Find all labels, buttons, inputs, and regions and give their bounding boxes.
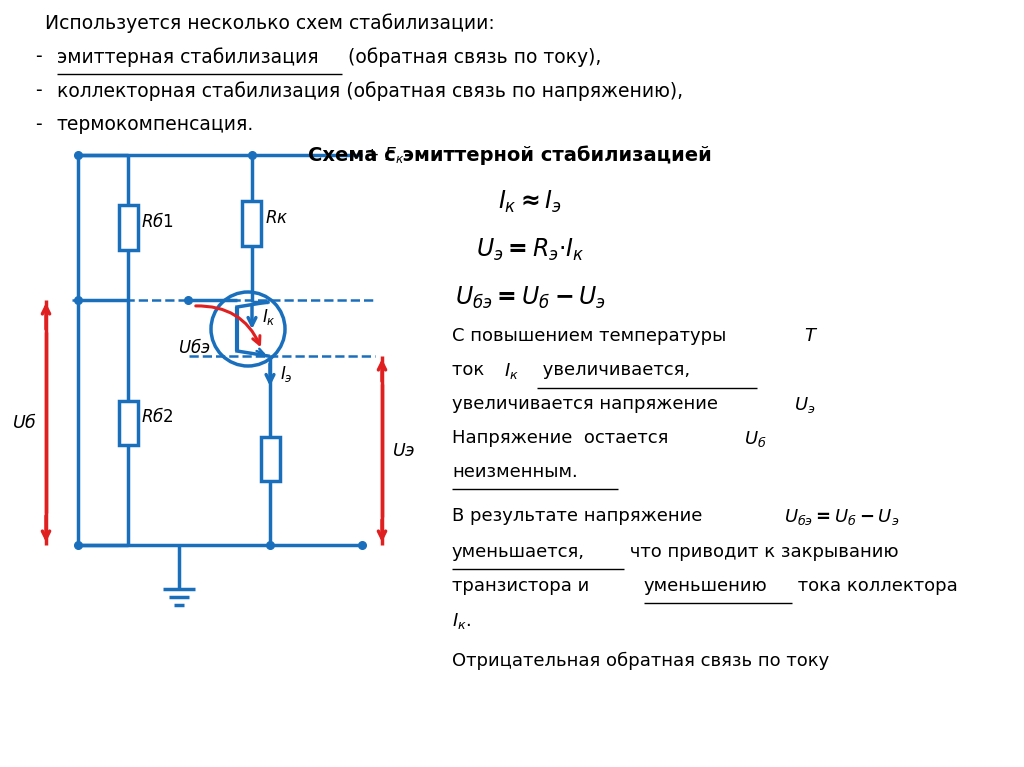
Text: $U_э$: $U_э$: [794, 395, 815, 415]
Text: С повышением температуры: С повышением температуры: [452, 327, 732, 345]
Text: $I_к$: $I_к$: [262, 307, 275, 327]
Text: уменьшению: уменьшению: [644, 577, 768, 595]
Bar: [119, 400, 137, 445]
Text: $\boldsymbol{U_э = R_э{\cdot}I_к}$: $\boldsymbol{U_э = R_э{\cdot}I_к}$: [476, 237, 585, 263]
Bar: [243, 202, 261, 245]
Text: $\boldsymbol{I_к \approx I_э}$: $\boldsymbol{I_к \approx I_э}$: [498, 189, 562, 216]
Text: $Rб1$: $Rб1$: [141, 212, 174, 231]
Text: увеличивается,: увеличивается,: [537, 361, 690, 379]
Text: В результате напряжение: В результате напряжение: [452, 507, 709, 525]
Text: $Uб$: $Uб$: [11, 413, 37, 432]
Text: неизменным.: неизменным.: [452, 463, 578, 481]
Text: $Uэ$: $Uэ$: [392, 442, 416, 459]
Text: -: -: [35, 47, 42, 66]
Text: коллекторная стабилизация (обратная связь по напряжению),: коллекторная стабилизация (обратная связ…: [57, 81, 683, 100]
Text: термокомпенсация.: термокомпенсация.: [57, 115, 254, 134]
Text: $T$: $T$: [804, 327, 818, 345]
Text: $Uбэ$: $Uбэ$: [178, 338, 211, 357]
Text: -: -: [35, 115, 42, 134]
Text: что приводит к закрыванию: что приводит к закрыванию: [624, 543, 899, 561]
Text: Напряжение  остается: Напряжение остается: [452, 429, 674, 447]
Text: (обратная связь по току),: (обратная связь по току),: [342, 47, 601, 67]
Text: Отрицательная обратная связь по току: Отрицательная обратная связь по току: [452, 652, 829, 670]
Text: ток: ток: [452, 361, 490, 379]
Text: Схема с эмиттерной стабилизацией: Схема с эмиттерной стабилизацией: [308, 145, 712, 165]
Text: эмиттерная стабилизация: эмиттерная стабилизация: [57, 47, 318, 67]
Bar: [119, 206, 137, 249]
Text: $Rб2$: $Rб2$: [141, 407, 174, 426]
Text: увеличивается напряжение: увеличивается напряжение: [452, 395, 724, 413]
Text: $I_к$: $I_к$: [504, 361, 519, 381]
Text: -: -: [35, 81, 42, 100]
Text: $+\ E_к$: $+\ E_к$: [364, 145, 404, 165]
Bar: [260, 436, 280, 480]
Text: Используется несколько схем стабилизации:: Используется несколько схем стабилизации…: [45, 13, 495, 33]
FancyArrowPatch shape: [196, 306, 260, 344]
Text: $\boldsymbol{U_{бэ} = U_б - U_э}$: $\boldsymbol{U_{бэ} = U_б - U_э}$: [784, 507, 899, 527]
Text: транзистора и: транзистора и: [452, 577, 595, 595]
Text: $\boldsymbol{I_к}$.: $\boldsymbol{I_к}$.: [452, 611, 471, 631]
Text: $U_б$: $U_б$: [744, 429, 767, 449]
Text: $\boldsymbol{U_{бэ} = U_б - U_э}$: $\boldsymbol{U_{бэ} = U_б - U_э}$: [455, 285, 605, 311]
Text: уменьшается,: уменьшается,: [452, 543, 585, 561]
Text: $I_э$: $I_э$: [280, 364, 293, 384]
Text: тока коллектора: тока коллектора: [792, 577, 957, 595]
Text: $Rк$: $Rк$: [265, 209, 289, 226]
